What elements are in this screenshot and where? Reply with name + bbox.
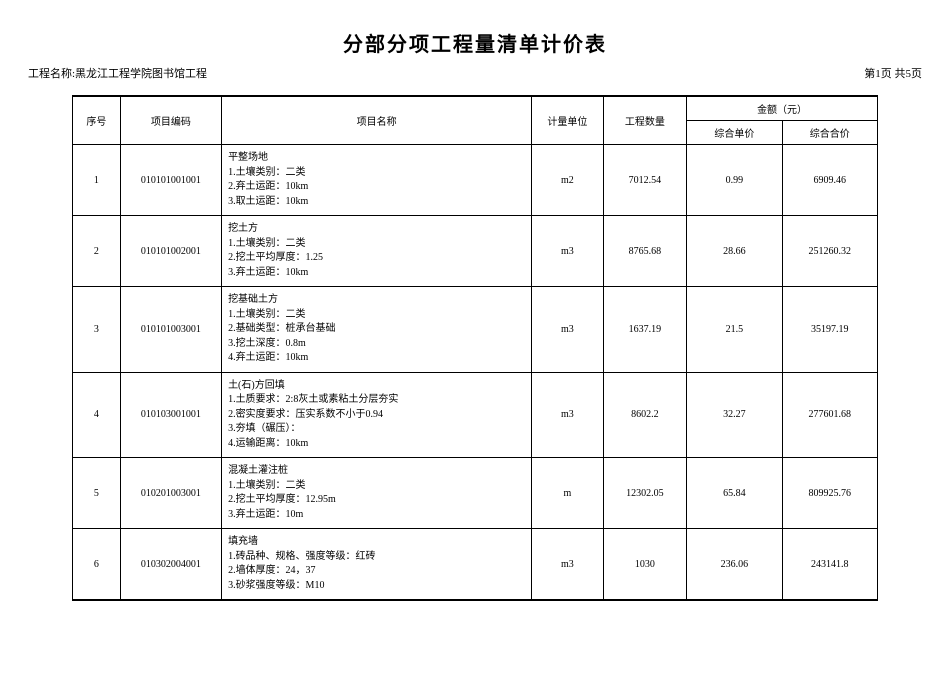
cell-seq: 4	[73, 372, 121, 458]
th-unit-price: 综合单价	[687, 121, 782, 145]
cell-unit-price: 236.06	[687, 529, 782, 601]
cell-code: 010103001001	[120, 372, 221, 458]
cell-seq: 5	[73, 458, 121, 529]
cell-unit: m3	[532, 216, 604, 287]
th-seq: 序号	[73, 96, 121, 145]
cell-name: 挖土方 1.土壤类别：二类 2.挖土平均厚度：1.25 3.弃土运距：10km	[222, 216, 532, 287]
table-row: 2010101002001挖土方 1.土壤类别：二类 2.挖土平均厚度：1.25…	[73, 216, 878, 287]
pricing-table: 序号 项目编码 项目名称 计量单位 工程数量 金额（元） 综合单价 综合合价 1…	[72, 95, 878, 601]
cell-name: 填充墙 1.砖品种、规格、强度等级：红砖 2.墙体厚度：24，37 3.砂浆强度…	[222, 529, 532, 601]
cell-seq: 3	[73, 287, 121, 373]
cell-unit: m2	[532, 145, 604, 216]
cell-total-price: 251260.32	[782, 216, 877, 287]
table-row: 4010103001001土(石)方回填 1.土质要求：2:8灰土或素粘土分层夯…	[73, 372, 878, 458]
cell-code: 010101002001	[120, 216, 221, 287]
cell-seq: 6	[73, 529, 121, 601]
th-unit: 计量单位	[532, 96, 604, 145]
table-head: 序号 项目编码 项目名称 计量单位 工程数量 金额（元） 综合单价 综合合价	[73, 96, 878, 145]
cell-total-price: 243141.8	[782, 529, 877, 601]
cell-qty: 1030	[603, 529, 686, 601]
table-row: 5010201003001混凝土灌注桩 1.土壤类别：二类 2.挖土平均厚度：1…	[73, 458, 878, 529]
project-name-label: 工程名称:黑龙江工程学院图书馆工程	[28, 65, 207, 81]
cell-unit-price: 0.99	[687, 145, 782, 216]
cell-qty: 12302.05	[603, 458, 686, 529]
cell-unit-price: 65.84	[687, 458, 782, 529]
th-qty: 工程数量	[603, 96, 686, 145]
cell-unit: m3	[532, 529, 604, 601]
cell-unit: m3	[532, 372, 604, 458]
cell-total-price: 35197.19	[782, 287, 877, 373]
cell-total-price: 277601.68	[782, 372, 877, 458]
cell-unit-price: 21.5	[687, 287, 782, 373]
table-row: 1010101001001平整场地 1.土壤类别：二类 2.弃土运距：10km …	[73, 145, 878, 216]
th-code: 项目编码	[120, 96, 221, 145]
cell-qty: 8765.68	[603, 216, 686, 287]
cell-unit: m	[532, 458, 604, 529]
cell-seq: 1	[73, 145, 121, 216]
table-row: 3010101003001挖基础土方 1.土壤类别：二类 2.基础类型：桩承台基…	[73, 287, 878, 373]
cell-unit-price: 28.66	[687, 216, 782, 287]
page-info: 第1页 共5页	[864, 65, 922, 81]
page-title: 分部分项工程量清单计价表	[0, 28, 950, 57]
table-wrap: 序号 项目编码 项目名称 计量单位 工程数量 金额（元） 综合单价 综合合价 1…	[0, 95, 950, 601]
cell-code: 010101003001	[120, 287, 221, 373]
cell-name: 混凝土灌注桩 1.土壤类别：二类 2.挖土平均厚度：12.95m 3.弃土运距：…	[222, 458, 532, 529]
table-row: 6010302004001填充墙 1.砖品种、规格、强度等级：红砖 2.墙体厚度…	[73, 529, 878, 601]
meta-row: 工程名称:黑龙江工程学院图书馆工程 第1页 共5页	[0, 65, 950, 95]
th-name: 项目名称	[222, 96, 532, 145]
cell-code: 010101001001	[120, 145, 221, 216]
table-body: 1010101001001平整场地 1.土壤类别：二类 2.弃土运距：10km …	[73, 145, 878, 601]
cell-code: 010201003001	[120, 458, 221, 529]
cell-qty: 1637.19	[603, 287, 686, 373]
cell-name: 平整场地 1.土壤类别：二类 2.弃土运距：10km 3.取土运距：10km	[222, 145, 532, 216]
cell-total-price: 6909.46	[782, 145, 877, 216]
cell-qty: 7012.54	[603, 145, 686, 216]
th-total-price: 综合合价	[782, 121, 877, 145]
th-amount: 金额（元）	[687, 96, 878, 121]
cell-qty: 8602.2	[603, 372, 686, 458]
cell-seq: 2	[73, 216, 121, 287]
cell-unit-price: 32.27	[687, 372, 782, 458]
cell-name: 土(石)方回填 1.土质要求：2:8灰土或素粘土分层夯实 2.密实度要求：压实系…	[222, 372, 532, 458]
cell-unit: m3	[532, 287, 604, 373]
cell-code: 010302004001	[120, 529, 221, 601]
cell-name: 挖基础土方 1.土壤类别：二类 2.基础类型：桩承台基础 3.挖土深度：0.8m…	[222, 287, 532, 373]
cell-total-price: 809925.76	[782, 458, 877, 529]
